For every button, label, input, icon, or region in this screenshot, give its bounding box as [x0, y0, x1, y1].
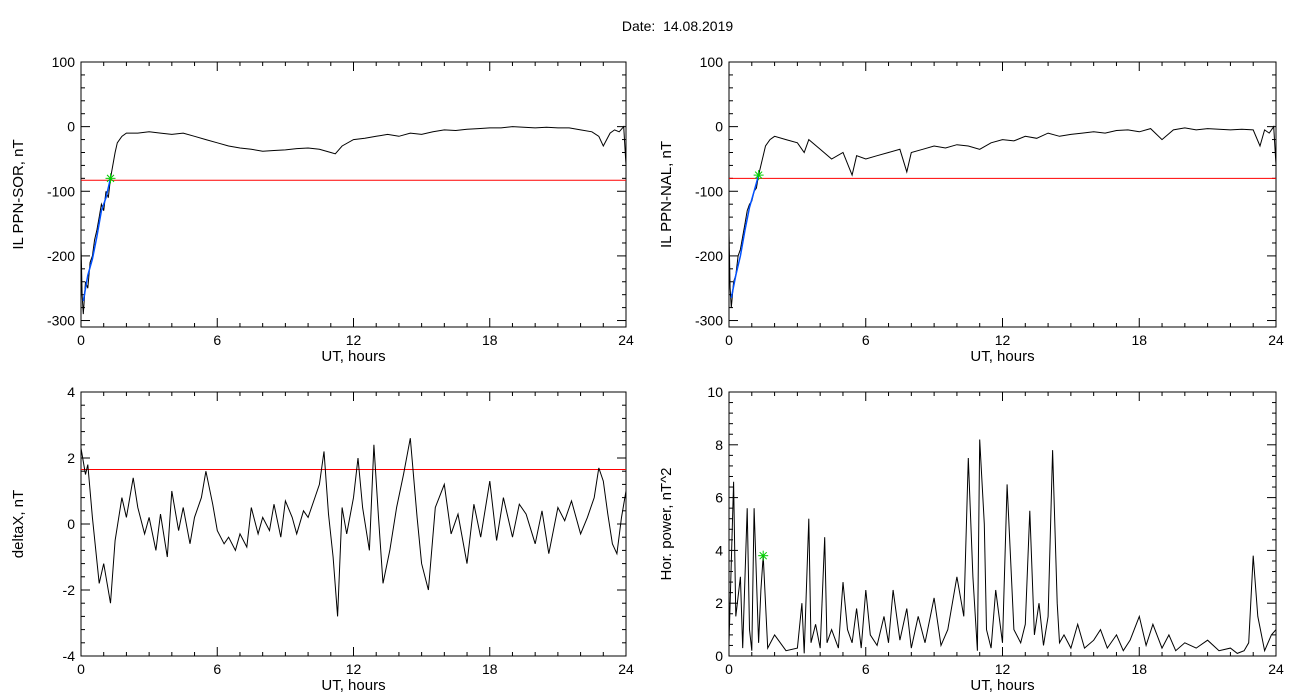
y-tick-label: -300: [47, 313, 75, 329]
series-line: [729, 125, 1276, 308]
x-tick-label: 6: [213, 332, 221, 348]
x-tick-label: 18: [1131, 661, 1147, 677]
y-tick-label: -2: [63, 582, 76, 598]
plot-area: [81, 125, 626, 315]
y-axis-label: IL PPN-SOR, nT: [10, 139, 27, 249]
x-tick-label: 18: [1131, 332, 1147, 348]
y-tick-label: 0: [67, 119, 75, 135]
fit-line: [82, 178, 112, 302]
x-tick-label: 24: [618, 332, 634, 348]
x-tick-label: 24: [618, 661, 634, 677]
plot-frame: [80, 61, 627, 328]
y-tick-label: -4: [63, 648, 76, 664]
x-tick-label: 12: [346, 332, 362, 348]
x-tick-label: 12: [346, 661, 362, 677]
y-tick-label: 4: [67, 384, 75, 400]
onset-marker: [105, 173, 116, 184]
series-line: [729, 439, 1276, 654]
y-tick-label: 8: [715, 437, 723, 453]
y-tick-label: 4: [715, 542, 723, 558]
x-axis-label: UT, hours: [970, 677, 1034, 694]
plot-area: [729, 125, 1276, 308]
y-axis-label: Hor. power, nT^2: [658, 468, 675, 581]
y-tick-label: 100: [700, 54, 724, 70]
y-tick-label: 10: [707, 384, 723, 400]
x-tick-label: 0: [77, 332, 85, 348]
x-tick-label: 0: [725, 661, 733, 677]
panel-il-ppn-nal: 0 6 12 18 24 -300 -200 -100 0 100 UT, hours IL PPN-…: [658, 54, 1284, 365]
y-tick-label: 100: [52, 54, 76, 70]
y-tick-label: 0: [715, 648, 723, 664]
y-tick-label: 2: [715, 595, 723, 611]
x-tick-label: 18: [482, 332, 498, 348]
x-tick-label: 6: [213, 661, 221, 677]
x-tick-label: 18: [482, 661, 498, 677]
x-tick-label: 24: [1268, 332, 1284, 348]
y-tick-label: 0: [715, 119, 723, 135]
date-title: Date: 14.08.2019: [621, 18, 734, 34]
x-tick-label: 0: [725, 332, 733, 348]
y-tick-label: -100: [695, 183, 723, 199]
x-tick-label: 24: [1268, 661, 1284, 677]
x-tick-label: 12: [995, 661, 1011, 677]
y-tick-label: -200: [695, 248, 723, 264]
panel-il-ppn-sor: 0 6 12 18 24 -300 -200 -100 0 100 UT, hours IL PPN-…: [10, 54, 634, 365]
plot-area: [81, 438, 626, 617]
y-axis-label: deltaX, nT: [10, 490, 27, 558]
fit-line: [730, 174, 760, 299]
y-tick-label: 6: [715, 490, 723, 506]
y-tick-label: -100: [47, 183, 75, 199]
y-tick-label: -300: [695, 313, 723, 329]
y-tick-label: -200: [47, 248, 75, 264]
plot-frame: [728, 61, 1277, 328]
plot-area: [729, 439, 1276, 654]
x-tick-label: 0: [77, 661, 85, 677]
y-axis-label: IL PPN-NAL, nT: [658, 141, 675, 248]
x-axis-label: UT, hours: [970, 348, 1034, 365]
x-axis-label: UT, hours: [321, 348, 385, 365]
onset-marker: [753, 170, 764, 181]
x-tick-label: 6: [862, 661, 870, 677]
x-tick-label: 12: [995, 332, 1011, 348]
y-tick-label: 2: [67, 450, 75, 466]
plot-frame: [728, 391, 1277, 657]
onset-marker: [758, 550, 769, 561]
series-line: [81, 438, 626, 617]
y-tick-label: 0: [67, 516, 75, 532]
x-tick-label: 6: [862, 332, 870, 348]
series-line: [81, 125, 626, 315]
x-axis-label: UT, hours: [321, 677, 385, 694]
